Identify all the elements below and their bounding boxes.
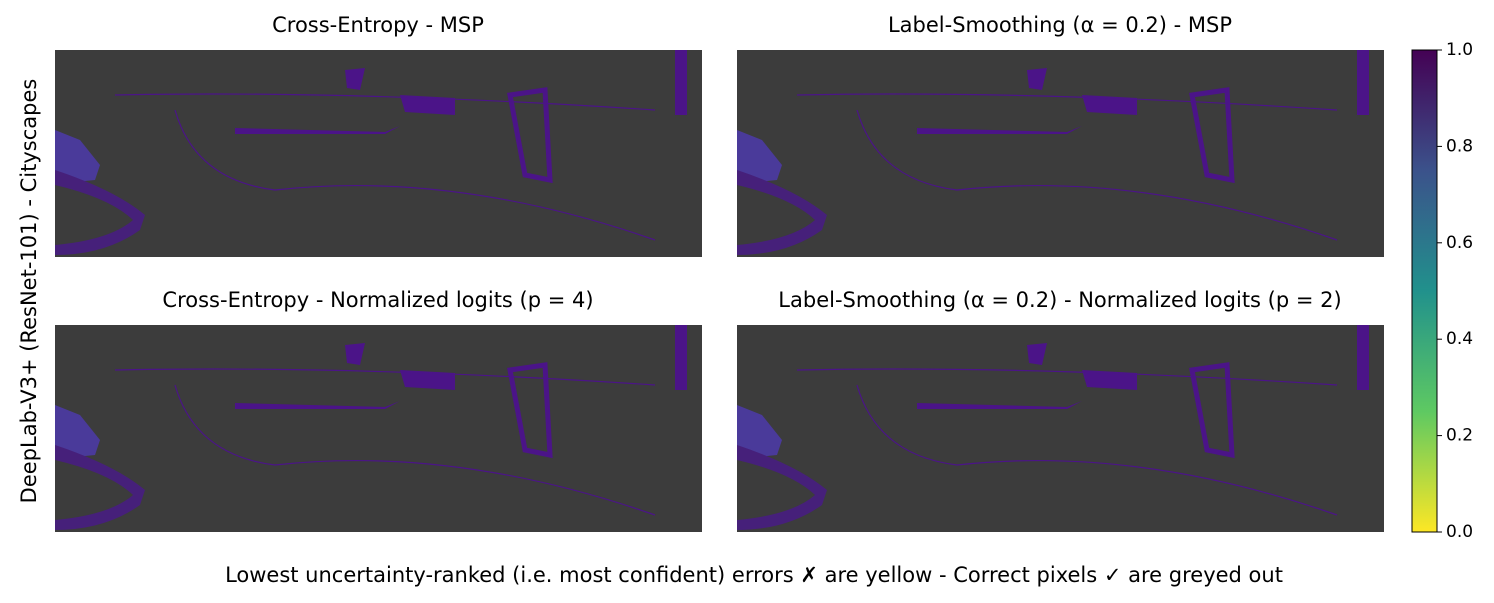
segmentation-image [737,325,1384,532]
segmentation-image [55,325,702,532]
y-axis-label: DeepLab-V3+ (ResNet-101) - Cityscapes [17,79,41,504]
colorbar-tick-label: 0.0 [1446,522,1473,542]
segmentation-image [55,50,702,257]
colorbar [1411,49,1438,533]
colorbar-tick-label: 1.0 [1446,40,1473,60]
panel-title: Label-Smoothing (α = 0.2) - Normalized l… [778,288,1341,312]
panel-title: Label-Smoothing (α = 0.2) - MSP [888,13,1232,37]
colorbar-tick-label: 0.2 [1446,426,1473,446]
panel-title: Cross-Entropy - MSP [272,13,484,37]
panel-title: Cross-Entropy - Normalized logits (p = 4… [162,288,593,312]
colorbar-tick-label: 0.8 [1446,136,1473,156]
segmentation-image [737,50,1384,257]
caption: Lowest uncertainty-ranked (i.e. most con… [225,563,1283,587]
colorbar-tick-label: 0.4 [1446,329,1473,349]
colorbar-tick-label: 0.6 [1446,233,1473,253]
